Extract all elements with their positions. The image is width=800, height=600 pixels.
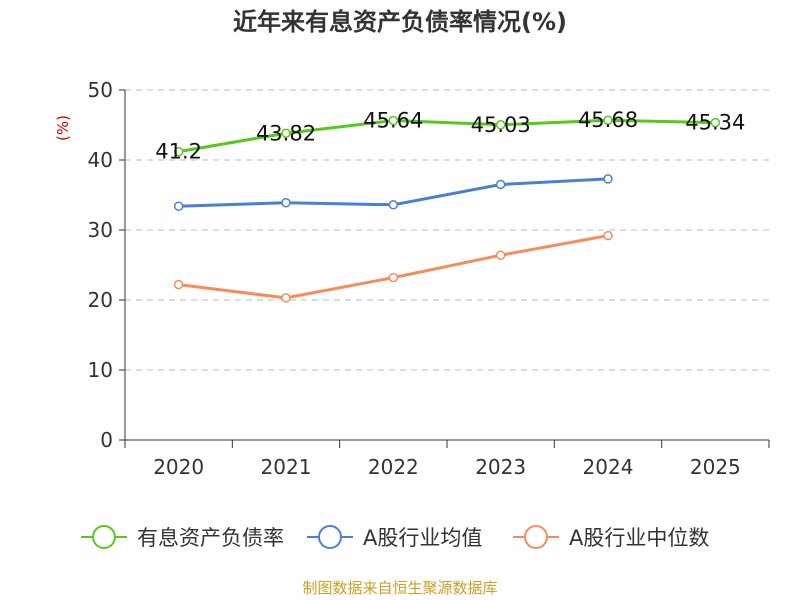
data-point xyxy=(388,115,399,126)
data-point xyxy=(173,279,184,290)
data-point xyxy=(173,201,184,211)
data-point xyxy=(281,293,291,303)
series-line-0 xyxy=(178,118,716,154)
legend-marker-1 xyxy=(318,525,342,549)
y-tick-label: 0 xyxy=(100,428,113,452)
legend-label-1: A股行业均值 xyxy=(363,526,482,550)
x-tick-label: 2025 xyxy=(690,455,741,479)
y-tick-label: 20 xyxy=(88,288,113,312)
data-point xyxy=(603,230,613,241)
x-tick-label: 2023 xyxy=(475,455,526,479)
data-point xyxy=(495,250,506,260)
data-point xyxy=(603,115,613,125)
data-point xyxy=(388,272,399,283)
data-point xyxy=(388,200,399,210)
data-label: 43.82 xyxy=(256,121,316,145)
data-label: 45.34 xyxy=(685,111,745,135)
data-point xyxy=(281,128,291,139)
data-point xyxy=(603,174,613,184)
y-tick-label: 10 xyxy=(88,358,113,382)
legend-marker-0 xyxy=(92,525,116,549)
y-tick-label: 30 xyxy=(88,218,113,242)
x-tick-label: 2024 xyxy=(583,455,634,479)
data-point xyxy=(281,197,291,208)
data-point xyxy=(495,179,506,190)
data-point xyxy=(495,120,506,130)
source-note: 制图数据来自恒生聚源数据库 xyxy=(302,579,498,597)
x-tick-label: 2022 xyxy=(368,455,419,479)
y-axis-label: (%) xyxy=(54,115,72,141)
data-label: 45.03 xyxy=(471,113,531,137)
data-label: 41.2 xyxy=(155,140,202,164)
data-label: 45.64 xyxy=(363,109,423,133)
legend-label-0: 有息资产负债率 xyxy=(137,526,284,550)
chart-title: 近年来有息资产负债率情况(%) xyxy=(233,8,567,36)
y-tick-label: 50 xyxy=(88,78,113,102)
legend-label-2: A股行业中位数 xyxy=(569,526,709,550)
x-tick-label: 2020 xyxy=(153,455,204,479)
data-point xyxy=(710,117,721,128)
x-tick-label: 2021 xyxy=(261,455,312,479)
data-label: 45.68 xyxy=(578,108,638,132)
legend-marker-2 xyxy=(524,525,548,549)
y-tick-label: 40 xyxy=(88,148,113,172)
series-line-2 xyxy=(178,234,609,300)
data-point xyxy=(173,146,184,157)
